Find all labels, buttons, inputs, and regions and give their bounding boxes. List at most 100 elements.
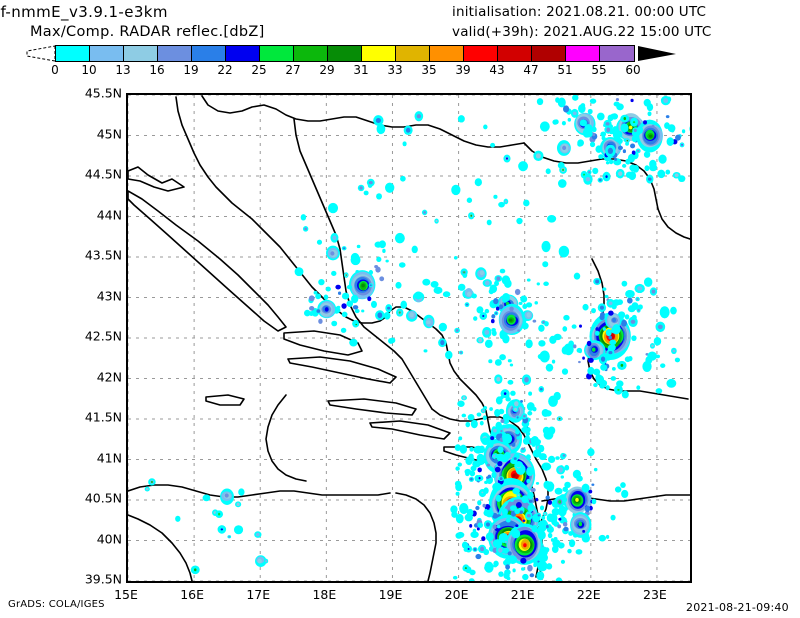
echo-blob: [484, 280, 490, 286]
echo-blob: [342, 247, 346, 250]
echo-blob: [547, 532, 553, 539]
generation-timestamp: 2021-08-21-09:40: [686, 601, 789, 614]
echo-blob: [578, 360, 581, 364]
echo-blob: [478, 337, 482, 343]
echo-blob: [527, 491, 534, 500]
echo-blob: [467, 414, 475, 421]
echo-blob: [523, 437, 530, 445]
echo-blob: [615, 98, 620, 102]
echo-blob: [513, 457, 517, 460]
echo-blob: [494, 408, 501, 417]
echo-blob: [523, 543, 527, 548]
echo-blob: [564, 464, 570, 471]
echo-blob: [636, 126, 644, 134]
echo-blob: [524, 376, 529, 383]
echo-blob: [567, 117, 572, 122]
echo-blob: [517, 329, 521, 332]
echo-blob: [604, 294, 609, 299]
echo-blob: [621, 280, 628, 287]
echo-blob: [674, 173, 679, 177]
echo-blob: [354, 309, 360, 314]
grads-credit: GrADS: COLA/IGES: [8, 599, 105, 610]
echo-blob: [193, 568, 197, 572]
y-tick-42N: 42N: [96, 369, 122, 384]
echo-blob: [466, 197, 473, 203]
echo-blob: [304, 309, 311, 317]
echo-blob: [256, 532, 260, 537]
echo-blob: [610, 376, 617, 381]
echo-blob: [591, 483, 595, 486]
echo-blob: [507, 551, 512, 556]
echo-blob: [610, 514, 616, 521]
colorbar-cell-1: [90, 46, 124, 61]
echo-blob: [527, 411, 533, 416]
echo-blob: [624, 314, 630, 320]
echo-blob: [621, 390, 629, 399]
echo-blob: [580, 103, 586, 109]
echo-blob: [592, 132, 596, 137]
echo-blob: [612, 324, 621, 335]
echo-blob: [520, 567, 525, 571]
echo-blob: [379, 276, 385, 282]
echo-blob: [664, 122, 670, 130]
echo-blob: [505, 394, 510, 399]
gridlines: [128, 95, 690, 581]
echo-blob: [426, 320, 431, 325]
echo-blob: [382, 248, 386, 254]
echo-blob: [422, 278, 431, 286]
echo-blob: [608, 335, 612, 340]
echo-blob: [617, 145, 623, 150]
echo-blob: [537, 530, 546, 540]
echo-blob: [582, 529, 586, 533]
echo-blob: [493, 458, 498, 464]
echo-blob: [484, 339, 493, 348]
echo-blob: [456, 531, 465, 539]
y-tick-45N: 45N: [96, 126, 122, 141]
colorbar-tick-25: 25: [251, 63, 267, 77]
echo-blob: [605, 534, 610, 539]
echo-blob: [569, 543, 574, 547]
echo-blob: [561, 120, 566, 126]
echo-blob: [519, 510, 524, 514]
echo-blob: [350, 254, 361, 266]
echo-blob: [450, 505, 458, 514]
echo-blob: [389, 337, 396, 344]
echo-blob: [529, 573, 535, 578]
echo-blob: [560, 475, 565, 479]
echo-blob: [632, 121, 636, 124]
echo-blob: [602, 327, 606, 331]
echo-blob: [411, 245, 418, 254]
echo-blob: [483, 124, 488, 130]
echo-blob: [494, 359, 502, 366]
echo-blob: [562, 522, 568, 527]
echo-blob: [318, 318, 323, 324]
echo-blob: [681, 129, 686, 134]
echo-blob: [528, 391, 533, 396]
colorbar-tick-16: 16: [149, 63, 165, 77]
echo-blob: [461, 413, 467, 418]
colorbar-left-arrow-icon: [26, 45, 56, 62]
valid-time-label: valid(+39h): 2021.AUG.22 15:00 UTC: [452, 24, 712, 40]
echo-blob: [356, 244, 361, 249]
echo-blob: [482, 314, 485, 317]
echo-blob: [584, 505, 591, 513]
echo-blob: [516, 436, 520, 440]
echo-blob: [466, 291, 472, 297]
echo-blob: [493, 194, 498, 199]
echo-blob: [627, 297, 633, 304]
x-tick-21E: 21E: [510, 587, 535, 602]
echo-blob: [468, 453, 474, 459]
echo-blob: [383, 311, 391, 320]
echo-blob: [587, 366, 595, 375]
echo-blob: [481, 437, 491, 445]
echo-blob: [361, 309, 365, 313]
echo-blob: [539, 121, 550, 132]
map-plot-area[interactable]: [126, 93, 692, 583]
echo-blob: [567, 548, 572, 554]
echo-blob: [318, 278, 325, 286]
echo-blob: [496, 376, 501, 382]
echo-blob: [568, 531, 574, 536]
echo-blob: [522, 573, 529, 581]
echo-blob: [515, 429, 520, 435]
echo-blob: [598, 178, 602, 182]
